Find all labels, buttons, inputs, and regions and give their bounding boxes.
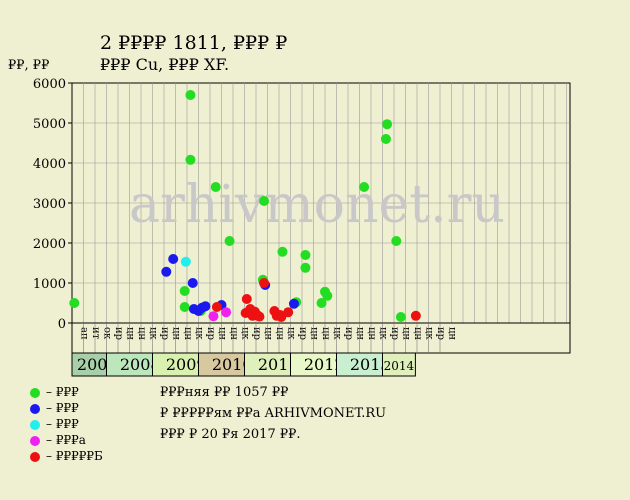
- data-point: [277, 246, 288, 257]
- legend-label: – ₽₽₽: [46, 417, 79, 431]
- y-tick-label: 5000: [33, 117, 66, 132]
- data-point: [359, 182, 370, 192]
- y-axis-label: ₽₽, ₽₽: [8, 58, 50, 73]
- watermark: arhivmonet.ru: [129, 175, 505, 235]
- legend-label: – ₽₽₽: [46, 385, 79, 399]
- data-point: [410, 310, 421, 321]
- data-point: [391, 236, 402, 246]
- data-point: [288, 298, 299, 309]
- data-point: [316, 298, 327, 308]
- data-point: [224, 236, 235, 246]
- data-point: [395, 312, 406, 322]
- data-point: [69, 298, 80, 308]
- data-point: [221, 307, 232, 318]
- data-point: [185, 90, 196, 100]
- chart-title: 2 ₽₽₽₽ 1811, ₽₽₽ ₽: [100, 32, 288, 54]
- note-line: ₽ ₽₽₽₽₽ям ₽₽а ARHIVMONET.RU: [160, 406, 387, 421]
- note-line: ₽₽₽няя ₽₽ 1057 ₽₽: [160, 385, 289, 400]
- legend-entry: – ₽₽₽: [30, 401, 79, 415]
- data-point: [180, 256, 191, 267]
- legend-entry: – ₽₽₽а: [30, 433, 86, 447]
- legend-label: – ₽₽₽: [46, 401, 79, 415]
- data-point: [254, 311, 265, 322]
- y-tick-label: 1000: [33, 277, 66, 292]
- legend-marker: [30, 403, 40, 414]
- data-point: [161, 266, 172, 277]
- year-label: 2008: [120, 355, 161, 374]
- data-point: [382, 119, 393, 130]
- data-point: [380, 134, 391, 144]
- data-point: [241, 294, 252, 304]
- legend-marker: [30, 435, 40, 446]
- data-point: [259, 196, 270, 206]
- data-point: [187, 278, 198, 288]
- year-label: 2010: [212, 355, 253, 374]
- y-tick-label: 2000: [33, 237, 66, 252]
- y-tick-label: 0: [58, 317, 66, 332]
- month-tick-label: цн: [446, 327, 457, 340]
- chart-subtitle: ₽₽₽ Cu, ₽₽₽ XF.: [100, 55, 230, 74]
- legend-marker: [30, 387, 40, 398]
- y-tick-label: 6000: [33, 77, 66, 92]
- legend-label: – ₽₽₽₽₽Б: [46, 449, 103, 463]
- y-tick-label: 3000: [33, 197, 66, 212]
- data-point: [208, 311, 219, 322]
- y-tick-label: 4000: [33, 157, 66, 172]
- legend-entry: – ₽₽₽: [30, 417, 79, 431]
- legend-entry: – ₽₽₽: [30, 385, 79, 399]
- note-line: ₽₽₽ ₽ 20 ₽я 2017 ₽₽.: [160, 427, 301, 442]
- data-point: [322, 290, 333, 301]
- year-label: 2009: [166, 355, 207, 374]
- data-point: [179, 302, 190, 312]
- month-axis: [71, 322, 571, 354]
- scatter-chart: 0100020003000400050006000arhivmonet.ruап…: [33, 77, 571, 377]
- year-label: 2014: [384, 359, 415, 373]
- legend-entry: – ₽₽₽₽₽Б: [30, 449, 103, 463]
- year-band: [382, 352, 416, 377]
- data-point: [211, 302, 222, 312]
- data-point: [210, 182, 221, 192]
- legend-label: – ₽₽₽а: [46, 433, 86, 447]
- year-label: 2013: [350, 355, 391, 374]
- data-point: [283, 307, 294, 318]
- year-label: 2012: [304, 355, 345, 374]
- legend-marker: [30, 419, 40, 430]
- data-point: [259, 278, 270, 288]
- legend-marker: [30, 451, 40, 462]
- data-point: [300, 250, 311, 260]
- data-point: [179, 286, 190, 296]
- data-point: [185, 154, 196, 165]
- data-point: [200, 301, 211, 312]
- data-point: [300, 262, 311, 273]
- year-label: 2011: [258, 355, 299, 374]
- data-point: [168, 254, 179, 264]
